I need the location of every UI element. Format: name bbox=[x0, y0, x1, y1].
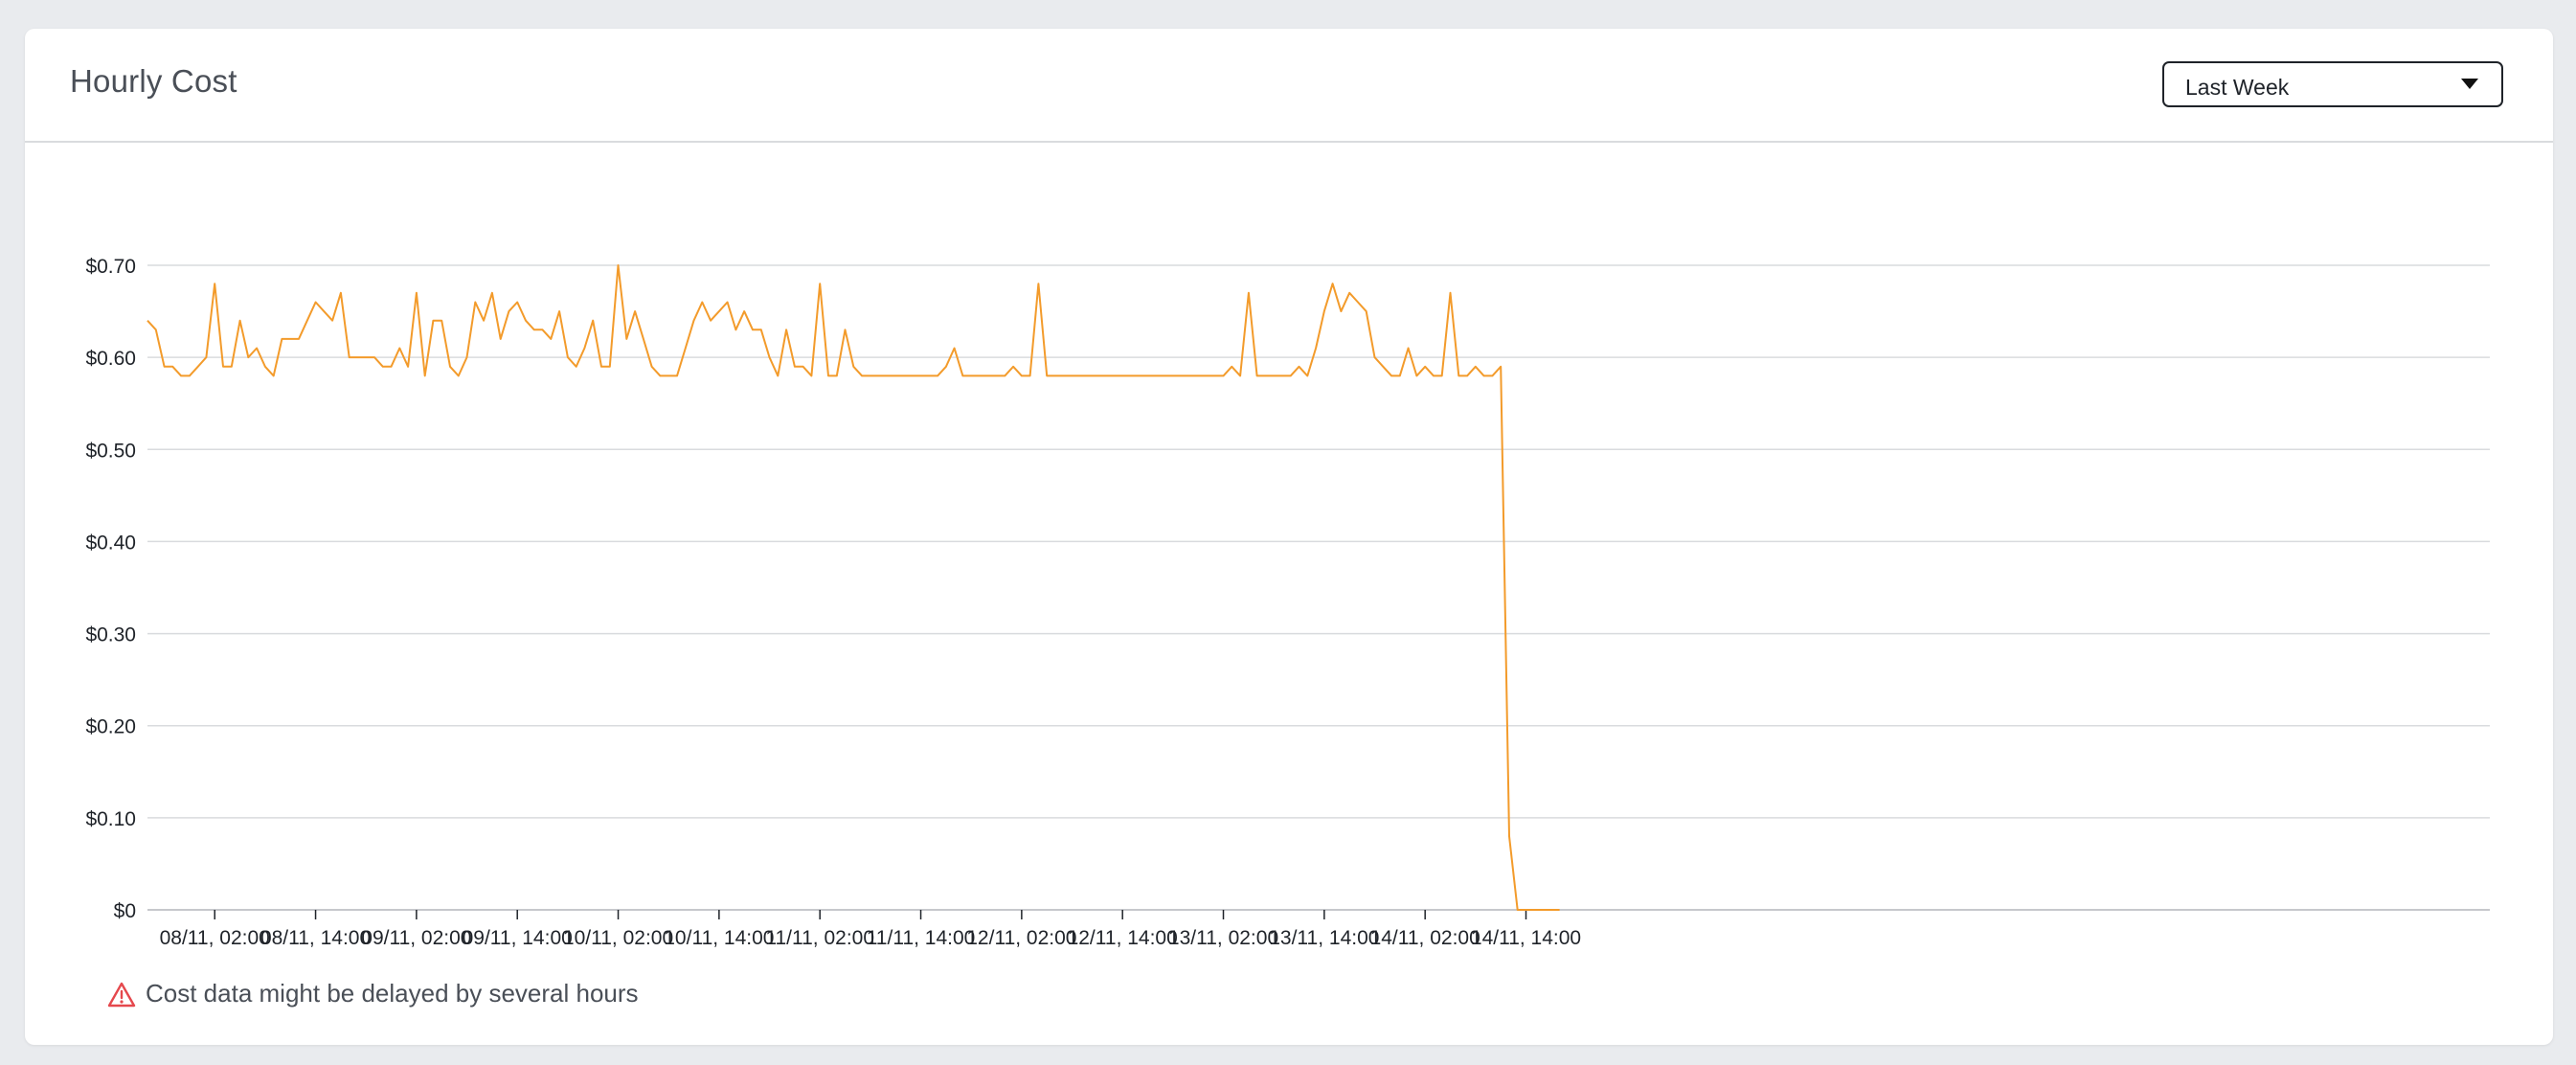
warning-triangle-icon bbox=[107, 982, 136, 1008]
y-tick-label: $0.50 bbox=[85, 440, 136, 462]
line-chart: $0 $0.10 $0.20 $0.30 $0.40 $0.50 $0.60 $0.70 08/… bbox=[85, 256, 2490, 947]
time-range-select[interactable]: Last Week bbox=[2162, 61, 2503, 107]
x-tick-label: 10/11, 02:00 bbox=[563, 927, 673, 947]
x-tick-label: 11/11, 14:00 bbox=[867, 927, 976, 947]
x-tick-label: 08/11, 02:00 bbox=[160, 927, 270, 947]
y-tick-label: $0.40 bbox=[85, 532, 136, 554]
hourly-cost-chart: $0 $0.10 $0.20 $0.30 $0.40 $0.50 $0.60 $0.70 08/… bbox=[25, 143, 2553, 947]
hourly-cost-card: Hourly Cost Last Week $0 $0.10 $0.20 $0.30 $… bbox=[25, 29, 2553, 1045]
y-tick-label: $0.30 bbox=[85, 624, 136, 646]
y-tick-label: $0.20 bbox=[85, 716, 136, 738]
x-tick-label: 13/11, 14:00 bbox=[1269, 927, 1379, 947]
x-tick-label: 09/11, 14:00 bbox=[463, 927, 573, 947]
x-tick-label: 09/11, 02:00 bbox=[361, 927, 471, 947]
x-tick-label: 12/11, 14:00 bbox=[1068, 927, 1178, 947]
x-tick-label: 13/11, 02:00 bbox=[1168, 927, 1278, 947]
y-tick-label: $0.10 bbox=[85, 808, 136, 830]
series-line bbox=[147, 264, 1560, 911]
warning-text: Cost data might be delayed by several ho… bbox=[146, 979, 639, 1008]
card-header: Hourly Cost Last Week bbox=[25, 29, 2553, 143]
caret-down-icon bbox=[2461, 79, 2478, 89]
card-title: Hourly Cost bbox=[70, 63, 237, 99]
x-tick-label: 12/11, 02:00 bbox=[966, 927, 1076, 947]
x-tick-label: 14/11, 02:00 bbox=[1370, 927, 1480, 947]
y-tick-label: $0.70 bbox=[85, 256, 136, 278]
y-tick-label: $0 bbox=[114, 900, 136, 922]
time-range-value: Last Week bbox=[2185, 75, 2290, 100]
x-tick-label: 11/11, 02:00 bbox=[765, 927, 874, 947]
x-tick-label: 08/11, 14:00 bbox=[260, 927, 371, 947]
y-tick-label: $0.60 bbox=[85, 348, 136, 370]
x-tick-label: 14/11, 14:00 bbox=[1471, 927, 1581, 947]
x-tick-label: 10/11, 14:00 bbox=[664, 927, 774, 947]
